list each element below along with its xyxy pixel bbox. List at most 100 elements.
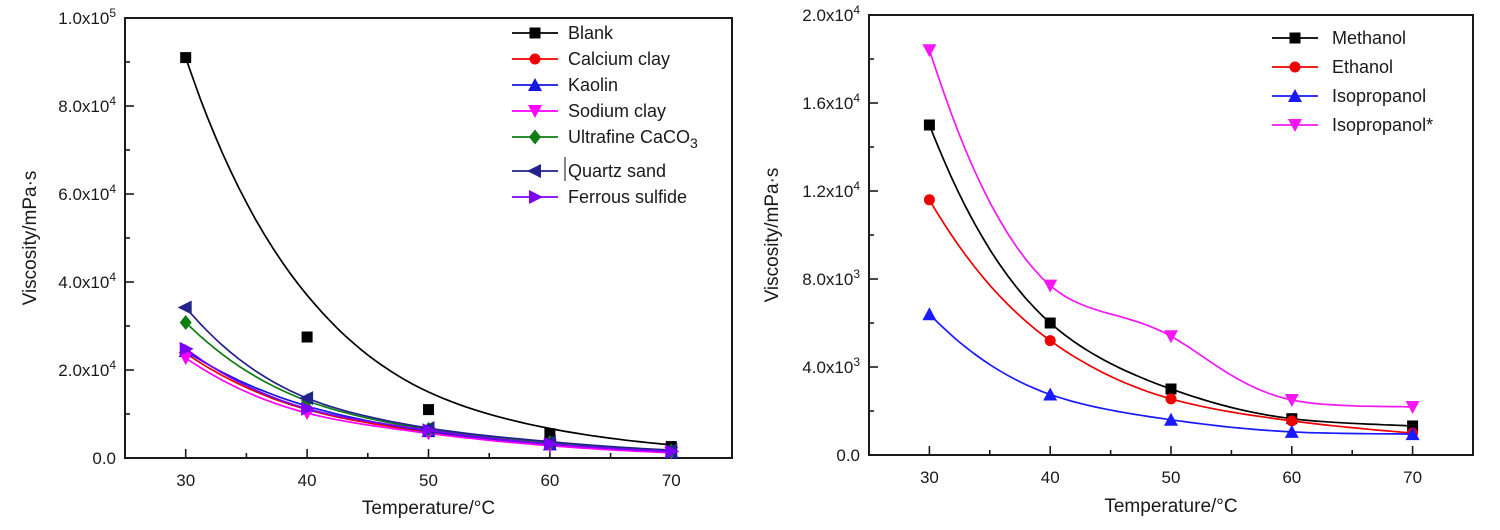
legend-marker-quartz-sand xyxy=(527,164,541,178)
series-ferrous-sulfide xyxy=(179,341,680,459)
x-tick-label: 40 xyxy=(1041,468,1060,487)
y-tick-label: 8.0x103 xyxy=(802,267,860,289)
series-marker-ethanol xyxy=(1165,393,1177,405)
left-chart: 30 40 50 60 70 0.0 2.0x104 4.0x104 6.0x104 8.0x10… xyxy=(20,6,733,519)
legend-label-blank: Blank xyxy=(568,23,614,43)
y-tick-label: 2.0x104 xyxy=(802,3,860,25)
series-marker-ferrous-sulfide xyxy=(543,436,558,451)
series-marker-ferrous-sulfide xyxy=(665,444,680,459)
series-line-blank xyxy=(184,57,672,446)
x-axis-title: Temperature/°C xyxy=(362,498,495,519)
legend-marker-blank xyxy=(529,27,541,39)
legend-item-ethanol: Ethanol xyxy=(1272,57,1393,77)
x-tick-label: 30 xyxy=(920,468,939,487)
series-marker-isopropanol xyxy=(1405,427,1420,441)
legend-label-quartz-sand: Quartz sand xyxy=(568,161,666,181)
series-marker-ethanol xyxy=(1044,335,1056,347)
legend-marker-methanol xyxy=(1289,32,1301,44)
series-marker-isopropanol xyxy=(1405,401,1420,415)
legend-item-methanol: Methanol xyxy=(1272,28,1406,48)
series-marker-blank xyxy=(180,52,192,64)
series-marker-blank xyxy=(423,404,434,416)
legend-label-isopropanol: Isopropanol xyxy=(1332,86,1426,106)
axis-ticks xyxy=(869,14,1414,456)
legend-label-calcium-clay: Calcium clay xyxy=(568,49,670,69)
y-tick-label: 4.0x104 xyxy=(58,270,116,292)
series-marker-methanol xyxy=(1044,317,1056,329)
legend-marker-ethanol xyxy=(1289,61,1301,73)
legend-item-calcium-clay: Calcium clay xyxy=(512,49,670,69)
series-isopropanol xyxy=(922,307,1420,441)
legend: Blank Calcium clay Kaolin Sodium clay Ultraf… xyxy=(512,23,698,207)
series-methanol xyxy=(923,119,1419,432)
x-tick-label: 70 xyxy=(662,471,681,490)
series-ethanol xyxy=(923,194,1419,439)
legend-marker-isopropanol xyxy=(1288,119,1302,132)
legend-label-kaolin: Kaolin xyxy=(568,75,618,95)
x-tick-label: 60 xyxy=(540,471,559,490)
x-tick-label: 30 xyxy=(176,471,195,490)
legend-label-ferrous-sulfide: Ferrous sulfide xyxy=(568,187,687,207)
x-tick-label: 60 xyxy=(1282,468,1301,487)
series-marker-isopropanol xyxy=(1284,394,1299,407)
y-axis-title: Viscosity/mPa·s xyxy=(20,171,41,306)
legend-marker-isopropanol xyxy=(1288,89,1302,102)
right-chart: 30 40 50 60 70 0.0 4.0x103 8.0x103 1.2x104 1.6x10… xyxy=(762,3,1474,517)
y-tick-label: 8.0x104 xyxy=(58,94,116,116)
legend-item-sodium-clay: Sodium clay xyxy=(512,101,666,121)
legend-label-ethanol: Ethanol xyxy=(1332,57,1393,77)
legend-marker-sodium-clay xyxy=(528,105,542,118)
series-marker-quartz-sand xyxy=(177,300,192,315)
series-marker-isopropanol xyxy=(922,44,937,58)
y-tick-label: 1.6x104 xyxy=(802,91,860,113)
legend-item-quartz-sand: Quartz sand xyxy=(512,157,666,181)
x-axis-title: Temperature/°C xyxy=(1104,496,1237,517)
y-tick-label: 0.0 xyxy=(836,446,860,465)
series-marker-isopropanol xyxy=(922,307,937,321)
y-tick-label: 2.0x104 xyxy=(58,358,116,380)
legend-item-isopropanol: Isopropanol xyxy=(1272,86,1426,106)
legend-marker-kaolin xyxy=(528,78,542,91)
y-tick-label: 6.0x104 xyxy=(58,182,116,204)
series-calcium-clay xyxy=(180,347,677,458)
series-marker-blank xyxy=(544,428,556,440)
series-marker-methanol xyxy=(923,119,935,131)
series-isopropanol xyxy=(922,44,1420,415)
legend-item-isopropanol: Isopropanol* xyxy=(1272,115,1433,135)
series-marker-isopropanol xyxy=(1043,387,1058,401)
series-marker-ethanol xyxy=(923,194,935,206)
y-tick-label: 1.0x105 xyxy=(58,6,116,28)
series-marker-ferrous-sulfide xyxy=(422,423,437,438)
series-marker-ferrous-sulfide xyxy=(301,401,316,416)
legend-label-sodium-clay: Sodium clay xyxy=(568,101,666,121)
x-tick-label: 50 xyxy=(419,471,438,490)
y-axis-title: Viscosity/mPa·s xyxy=(762,168,783,303)
legend-label-ultrafine-caco-3: Ultrafine CaCO3 xyxy=(568,127,698,151)
legend-marker-ferrous-sulfide xyxy=(529,190,543,204)
x-tick-label: 40 xyxy=(298,471,317,490)
series-marker-isopropanol xyxy=(1164,412,1178,426)
series-marker-isopropanol xyxy=(1284,424,1299,438)
x-tick-label: 70 xyxy=(1403,468,1422,487)
series-marker-isopropanol xyxy=(1164,330,1178,344)
legend-item-ultrafine-caco-3: Ultrafine CaCO3 xyxy=(512,127,698,151)
series-marker-methanol xyxy=(1407,420,1419,432)
legend-marker-calcium-clay xyxy=(529,53,541,65)
legend: Methanol Ethanol Isopropanol Isopropanol* xyxy=(1272,28,1433,135)
series-marker-ferrous-sulfide xyxy=(179,341,194,356)
series-marker-isopropanol xyxy=(1043,279,1058,293)
series-marker-methanol xyxy=(1165,383,1177,395)
x-tick-label: 50 xyxy=(1162,468,1181,487)
series-kaolin xyxy=(178,344,679,458)
y-tick-label: 0.0 xyxy=(92,449,116,468)
legend-item-blank: Blank xyxy=(512,23,614,43)
legend-label-isopropanol: Isopropanol* xyxy=(1332,115,1433,135)
legend-item-ferrous-sulfide: Ferrous sulfide xyxy=(512,187,687,207)
series-marker-ultrafine-caco-3 xyxy=(179,314,192,330)
series-marker-quartz-sand xyxy=(299,391,314,406)
legend-item-kaolin: Kaolin xyxy=(512,75,618,95)
y-tick-label: 1.2x104 xyxy=(802,179,860,201)
legend-marker-ultrafine-caco-3 xyxy=(529,129,541,145)
